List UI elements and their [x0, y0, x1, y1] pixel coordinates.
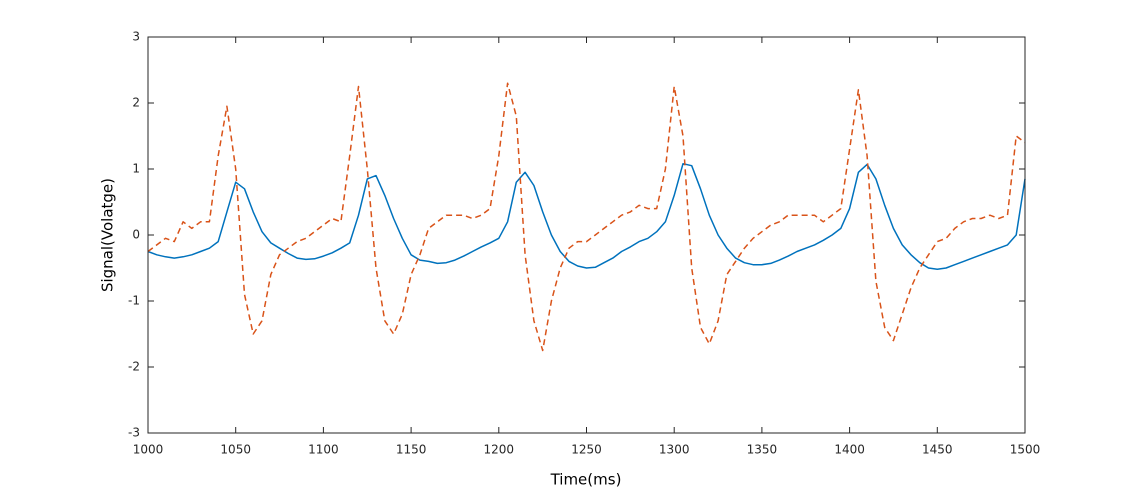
y-tick-label: 0 [132, 228, 140, 242]
x-tick-label: 1100 [308, 443, 339, 457]
y-tick-label: -3 [128, 426, 140, 440]
x-tick-label: 1300 [659, 443, 690, 457]
x-tick-label: 1500 [1010, 443, 1041, 457]
x-tick-label: 1350 [747, 443, 778, 457]
x-tick-label: 1150 [396, 443, 427, 457]
x-tick-label: 1050 [220, 443, 251, 457]
y-tick-label: 3 [132, 30, 140, 44]
y-tick-label: -2 [128, 360, 140, 374]
x-axis-label: Time(ms) [550, 471, 622, 489]
x-tick-label: 1250 [571, 443, 602, 457]
x-tick-label: 1000 [133, 443, 164, 457]
y-tick-label: 1 [132, 162, 140, 176]
x-tick-label: 1400 [834, 443, 865, 457]
y-axis-label: Signal(Volatge) [99, 178, 117, 292]
series-line [147, 82, 1026, 352]
y-tick-label: -1 [128, 294, 140, 308]
series-line [147, 162, 1026, 271]
x-tick-label: 1450 [922, 443, 953, 457]
y-tick-label: 2 [132, 96, 140, 110]
x-tick-label: 1200 [484, 443, 515, 457]
